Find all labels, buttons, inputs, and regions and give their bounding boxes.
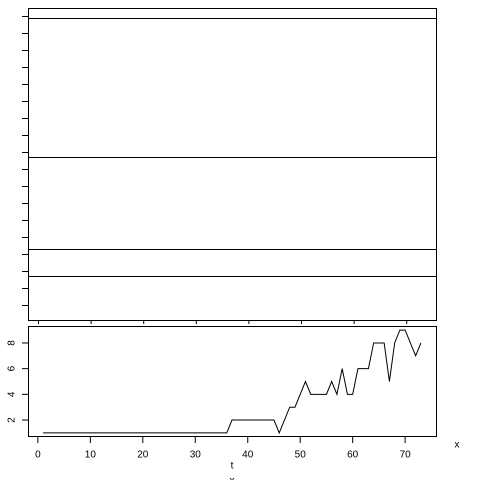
- plot-box: [28, 326, 437, 437]
- x-tick-label: 60: [347, 450, 359, 461]
- x-tick-label: 10: [85, 450, 97, 461]
- x-tick-label: 40: [242, 450, 254, 461]
- x-tick-label: 0: [35, 450, 41, 461]
- x-tick-label: 70: [400, 450, 412, 461]
- top-panel: [22, 8, 437, 324]
- x-tick-label: 50: [295, 450, 307, 461]
- top-ticks: [22, 16, 408, 324]
- data-line: [43, 329, 422, 435]
- y-axis-label: x: [455, 440, 460, 451]
- x-axis-label: t: [231, 461, 234, 472]
- y-tick-label: 2: [7, 417, 18, 423]
- x-tick-label: 20: [137, 450, 149, 461]
- y-tick-label: 4: [7, 391, 18, 397]
- y-tick-label: 8: [7, 340, 18, 346]
- top-panel-box: [28, 8, 437, 321]
- annotation: x: [230, 476, 235, 480]
- y-tick-label: 6: [7, 365, 18, 371]
- x-tick-label: 30: [190, 450, 202, 461]
